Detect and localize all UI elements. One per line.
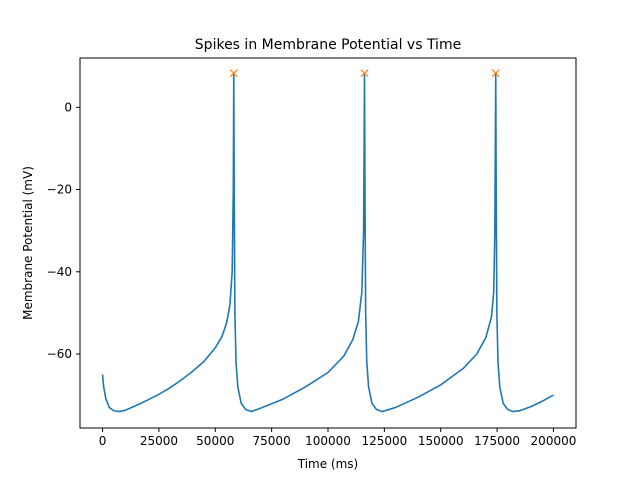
spike-marker-2	[360, 69, 369, 78]
y-tick-label: −20	[47, 183, 72, 197]
membrane-potential-line	[101, 73, 554, 413]
x-tick-label: 25000	[140, 434, 178, 448]
y-axis-ticks: 0 −20 −40 −60	[47, 100, 80, 361]
chart-title: Spikes in Membrane Potential vs Time	[195, 37, 461, 53]
x-tick-label: 200000	[531, 434, 577, 448]
plot-frame	[79, 57, 577, 429]
y-tick-label: 0	[64, 100, 72, 114]
x-tick-label: 150000	[418, 434, 464, 448]
x-tick-label: 100000	[305, 434, 351, 448]
x-tick-label: 175000	[474, 434, 520, 448]
x-axis-ticks: 0 25000 50000 75000 100000 125000 150000 175000…	[99, 428, 577, 448]
plot-area	[101, 69, 554, 413]
spike-marker-1	[229, 69, 238, 78]
x-tick-label: 125000	[361, 434, 407, 448]
x-tick-label: 0	[99, 434, 107, 448]
x-tick-label: 75000	[253, 434, 291, 448]
y-tick-label: −40	[47, 265, 72, 279]
y-axis-label: Membrane Potential (mV)	[21, 166, 35, 320]
spike-marker-3	[491, 69, 500, 78]
x-axis-label: Time (ms)	[297, 457, 359, 471]
y-tick-label: −60	[47, 347, 72, 361]
x-tick-label: 50000	[196, 434, 234, 448]
